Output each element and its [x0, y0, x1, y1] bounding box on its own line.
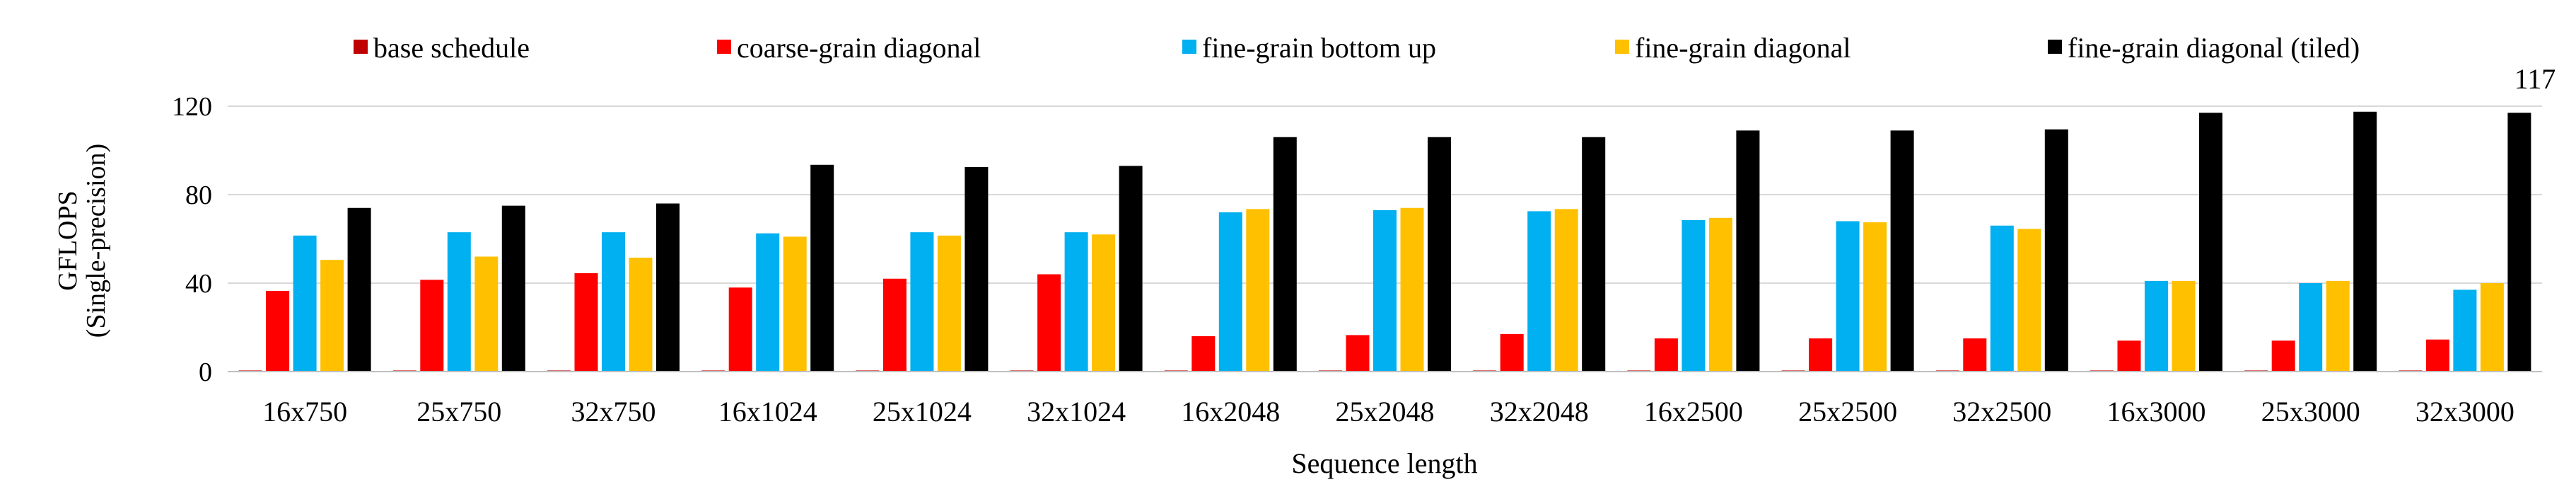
y-axis-title-line-1: GFLOPS [53, 190, 83, 291]
bar [964, 166, 989, 372]
legend: base schedule coarse-grain diagonal fine-g… [354, 32, 2360, 64]
bar [728, 287, 752, 372]
bar [293, 235, 317, 372]
x-axis-title: Sequence length [1291, 447, 1477, 479]
bars [238, 111, 2531, 372]
bar [447, 232, 471, 372]
x-axis: 16x750 25x750 32x750 16x1024 25x1024 32x1024 1… [228, 371, 2542, 428]
bar [629, 258, 653, 372]
bar [656, 203, 680, 372]
bar [474, 256, 499, 372]
bar [2425, 339, 2449, 372]
x-tick-label: 16x1024 [718, 396, 817, 428]
bar [1708, 217, 1732, 372]
y-tick-label: 0 [199, 357, 212, 387]
x-tick-label: 25x1024 [873, 396, 972, 428]
bar [320, 260, 344, 372]
bar [1527, 211, 1551, 372]
bar [1863, 222, 1887, 372]
y-axis-title-line-2: (Single-precision) [81, 144, 111, 338]
bar [574, 273, 598, 372]
bar [420, 280, 444, 372]
x-tick-label: 25x750 [416, 396, 501, 428]
bar [1582, 137, 1606, 372]
x-tick-label: 16x750 [262, 396, 347, 428]
bar [2172, 280, 2196, 372]
x-tick-label: 25x3000 [2261, 396, 2360, 428]
bar [1346, 335, 1370, 372]
y-tick-label: 120 [172, 92, 212, 122]
x-tick-label: 32x2048 [1490, 396, 1589, 428]
bar [1218, 212, 1242, 372]
bar [2199, 113, 2222, 372]
bar [1400, 207, 1424, 372]
bar [756, 233, 780, 372]
bar [1191, 336, 1216, 372]
bar [1246, 209, 1270, 372]
bar [347, 207, 371, 372]
bar [1654, 338, 1678, 372]
bar [2480, 283, 2504, 372]
y-tick-label: 80 [185, 180, 212, 210]
bar [2145, 280, 2168, 372]
bar [2507, 113, 2531, 372]
bar [1373, 210, 1397, 372]
bar [1500, 333, 1524, 372]
x-tick-label: 25x2048 [1336, 396, 1435, 428]
legend-swatch [354, 40, 368, 54]
bar [1092, 234, 1116, 372]
bar [1119, 166, 1143, 372]
bar [2453, 289, 2477, 372]
x-tick-label: 16x2048 [1181, 396, 1280, 428]
bar [1963, 338, 1987, 372]
bar [501, 205, 525, 372]
y-axis: 0 40 80 120 [172, 92, 212, 387]
bar [937, 235, 961, 372]
bar [1554, 209, 1578, 372]
x-tick-label: 32x2500 [1952, 396, 2051, 428]
legend-label: base schedule [373, 32, 530, 64]
bar [2117, 340, 2141, 372]
bar [1809, 338, 1833, 372]
y-tick-label: 40 [185, 269, 212, 299]
bar [2271, 340, 2295, 372]
legend-label: coarse-grain diagonal [737, 32, 981, 64]
bar [1682, 219, 1706, 372]
bar [810, 164, 834, 372]
bar [1736, 130, 1760, 372]
legend-swatch [1182, 40, 1196, 54]
bar [2044, 129, 2068, 372]
bar [602, 232, 625, 372]
legend-label: fine-grain diagonal [1635, 32, 1851, 64]
bar [2326, 280, 2350, 372]
bar [1428, 137, 1451, 372]
x-tick-label: 32x3000 [2415, 396, 2514, 428]
bar [910, 232, 934, 372]
bar [783, 236, 807, 372]
x-tick-label: 16x2500 [1644, 396, 1743, 428]
bar [1064, 232, 1088, 372]
legend-label: fine-grain bottom up [1202, 32, 1436, 64]
x-tick-label: 32x1024 [1027, 396, 1126, 428]
bar [2299, 283, 2323, 372]
bar [1836, 221, 1860, 372]
x-tick-label: 16x3000 [2107, 396, 2206, 428]
bar [1990, 225, 2014, 372]
bar [1890, 130, 1914, 372]
bar [266, 290, 290, 372]
bar [2353, 111, 2377, 372]
x-tick-label: 25x2500 [1798, 396, 1897, 428]
bar [1037, 274, 1061, 372]
bar [1273, 137, 1297, 372]
legend-swatch [2048, 40, 2062, 54]
annotation-117: 117 [2514, 63, 2556, 95]
legend-swatch [1615, 40, 1629, 54]
bar [2017, 229, 2041, 372]
legend-label: fine-grain diagonal (tiled) [2068, 32, 2360, 64]
legend-swatch [717, 40, 731, 54]
bar [882, 278, 907, 372]
x-tick-label: 32x750 [571, 396, 656, 428]
